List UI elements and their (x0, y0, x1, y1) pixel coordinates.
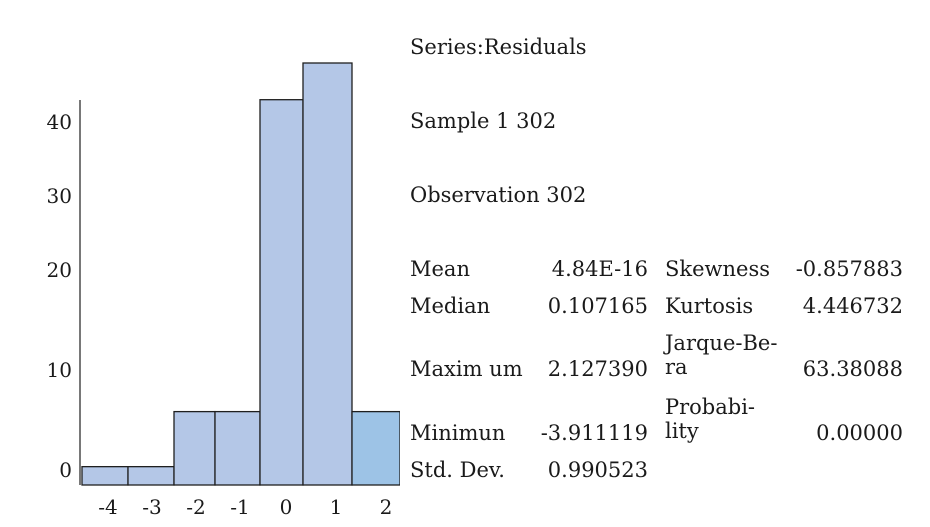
stat-label-jarque-bera: Jarque-Be-ra (665, 331, 778, 379)
stat-value-probability: 0.00000 (816, 421, 903, 445)
y-tick-label: 0 (59, 458, 72, 482)
x-tick-label: -4 (98, 495, 117, 519)
stat-label-minimum: Minimun (410, 421, 506, 445)
stat-label-maximum: Maxim um (410, 357, 523, 381)
bar-0 (259, 99, 304, 486)
x-tick-label: -2 (186, 495, 205, 519)
bar--1 (214, 410, 261, 486)
x-tick-labels: -4 -3 -2 -1 0 1 2 (98, 495, 392, 519)
stat-label-probability: Probabi-lity (665, 395, 756, 443)
stat-label-skewness: Skewness (665, 257, 771, 281)
bar--2 (173, 410, 216, 486)
stat-label-std-dev: Std. Dev. (410, 458, 505, 482)
stat-value-skewness: -0.857883 (795, 257, 903, 281)
stat-label-kurtosis: Kurtosis (665, 294, 754, 318)
bar--4 (81, 466, 129, 486)
y-tick-labels: 0 10 20 30 40 (47, 110, 72, 482)
stat-value-std-dev: 0.990523 (547, 458, 648, 482)
series-label: Series:Residuals (410, 35, 587, 59)
y-tick-label: 20 (47, 258, 72, 282)
x-tick-label: 2 (380, 495, 393, 519)
stat-value-maximum: 2.127390 (547, 357, 648, 381)
observation-label: Observation 302 (410, 183, 587, 207)
x-tick-label: -1 (230, 495, 249, 519)
y-tick-label: 10 (47, 358, 72, 382)
x-tick-label: 0 (280, 495, 293, 519)
stat-value-median: 0.107165 (547, 294, 648, 318)
x-tick-label: 1 (330, 495, 343, 519)
bar-1 (302, 62, 353, 486)
bars (81, 62, 400, 486)
bar--3 (127, 466, 175, 486)
stat-value-jarque-bera: 63.38088 (802, 357, 903, 381)
stat-label-mean: Mean (410, 257, 470, 281)
histogram-chart: 0 10 20 30 40 -4 -3 -2 -1 0 1 2 (47, 62, 400, 519)
x-tick-label: -3 (142, 495, 161, 519)
stat-value-mean: 4.84E-16 (551, 257, 648, 281)
sample-label: Sample 1 302 (410, 109, 557, 133)
stat-value-minimum: -3.911119 (540, 421, 648, 445)
stat-label-median: Median (410, 294, 491, 318)
y-tick-label: 40 (47, 110, 72, 134)
bar-2 (351, 410, 400, 486)
stat-value-kurtosis: 4.446732 (802, 294, 903, 318)
y-tick-label: 30 (47, 184, 72, 208)
